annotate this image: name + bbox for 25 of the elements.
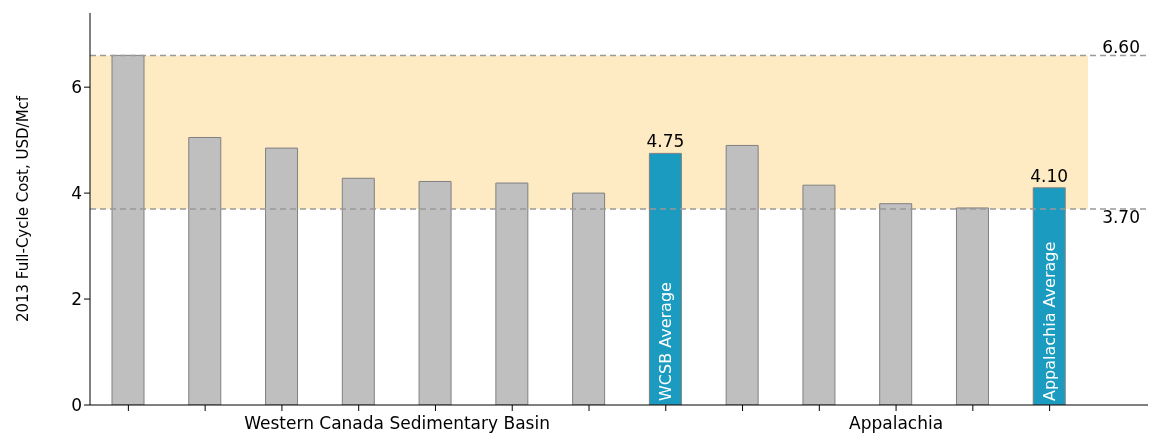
- bar: [955, 207, 989, 405]
- y-axis-title: 2013 Full-Cycle Cost, USD/Mcf: [14, 95, 33, 323]
- bar: [495, 182, 529, 405]
- bar: [265, 147, 299, 405]
- bar: [879, 203, 913, 405]
- x-tick-label: WCSB Average: [656, 282, 676, 401]
- ref-line-label: 6.60: [1102, 37, 1140, 58]
- bar: [572, 192, 606, 405]
- bar: [418, 180, 452, 405]
- x-tick-label: Appalachia Average: [1040, 241, 1060, 401]
- bar: [188, 136, 222, 405]
- bar: [648, 152, 682, 405]
- text: Appalachia: [848, 413, 945, 433]
- bar: [341, 177, 375, 405]
- y-tick-label: 4: [71, 183, 82, 204]
- data-label: 4.10: [1030, 165, 1069, 186]
- ref-line-label: 3.70: [1102, 207, 1140, 227]
- bar: [725, 144, 759, 405]
- y-tick-label: 2: [71, 289, 82, 310]
- data-label: 4.75: [646, 131, 685, 152]
- bar: [802, 184, 836, 405]
- y-tick-label: 6: [71, 77, 82, 98]
- y-tick-label: 0: [71, 395, 82, 416]
- text: Western Canada Sedimentary Basin: [243, 413, 551, 433]
- bar: [111, 54, 145, 405]
